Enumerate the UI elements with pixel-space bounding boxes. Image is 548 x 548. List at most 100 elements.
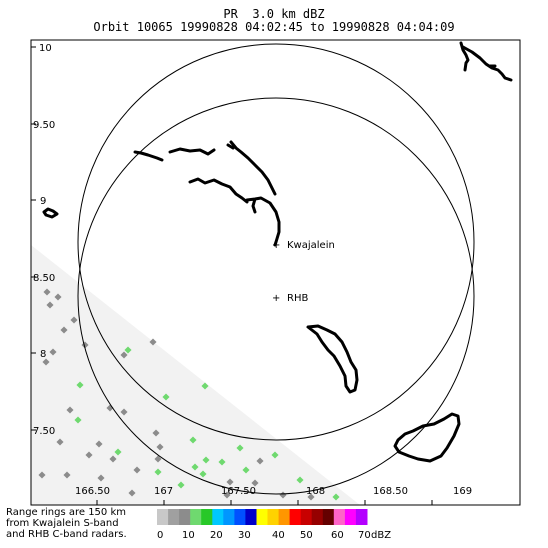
colorbar-swatch (190, 509, 202, 525)
echo-pixel (66, 406, 74, 414)
lon-label-169: 169 (453, 486, 472, 497)
lon-label-166-50: 166.50 (75, 486, 110, 497)
echo-pixel (189, 436, 197, 444)
colorbar-swatch (168, 509, 180, 525)
colorbar-swatch (300, 509, 313, 525)
echo-pixel (201, 382, 209, 390)
echo-pixel (199, 470, 207, 478)
dbz-colorbar (157, 509, 368, 525)
range-ring-rhb (77, 97, 475, 495)
range-ring-kwajalein (77, 43, 475, 441)
colorbar-swatch (179, 509, 191, 525)
colorbar-swatch (289, 509, 302, 525)
echo-pixel (49, 348, 57, 356)
echo-pixel (242, 466, 250, 474)
plot-frame (30, 39, 521, 506)
lat-label-9-50: 9.50 (33, 120, 55, 131)
echo-pixel (43, 288, 51, 296)
atoll-southeast (393, 412, 461, 463)
colorbar-swatch (234, 509, 246, 525)
colorbar-label-30: 30 (238, 530, 251, 541)
echo-pixel (128, 489, 136, 497)
range-note-line-2: from Kwajalein S-band (6, 518, 119, 529)
echo-pixel (85, 451, 93, 459)
title-orbit: Orbit 10065 19990828 04:02:45 to 1999082… (93, 20, 455, 34)
lon-label-168: 168 (306, 486, 325, 497)
colorbar-label-10: 10 (182, 530, 195, 541)
site-marker-kwajalein: + (272, 240, 280, 251)
echo-pixel (60, 326, 68, 334)
lat-label-8-50: 8.50 (33, 273, 55, 284)
echo-pixel (162, 393, 170, 401)
colorbar-swatch (223, 509, 235, 525)
echo-pixel (332, 493, 340, 501)
atoll-kwajalein-east (133, 140, 281, 247)
echo-pixel (38, 471, 46, 479)
site-label-kwajalein: Kwajalein (287, 240, 335, 251)
echo-pixel (152, 429, 160, 437)
echo-pixel (70, 316, 78, 324)
echo-pixel (256, 457, 264, 465)
colorbar-swatch (355, 509, 368, 525)
atoll-rhb-east (306, 324, 359, 394)
site-label-rhb: RHB (287, 293, 308, 304)
echo-pixel (154, 468, 162, 476)
echo-pixel (296, 476, 304, 484)
colorbar-label-0: 0 (157, 530, 163, 541)
lat-label-9: 9 (40, 196, 46, 207)
echo-pixel (279, 491, 287, 499)
lat-label-7-50: 7.50 (33, 426, 55, 437)
colorbar-swatch (333, 509, 346, 525)
echo-pixel (177, 481, 185, 489)
colorbar-swatch (278, 509, 291, 525)
atoll-north (459, 41, 513, 82)
coastlines (42, 41, 513, 463)
title-product: PR 3.0 km dBZ (223, 7, 325, 21)
colorbar-swatch (322, 509, 335, 525)
echo-pixel (54, 293, 62, 301)
lat-label-8: 8 (40, 349, 46, 360)
echo-pixel (202, 456, 210, 464)
colorbar-swatch (344, 509, 357, 525)
echo-pixel (156, 443, 164, 451)
echo-pixel (109, 455, 117, 463)
echo-pixel (251, 479, 259, 487)
echo-pixel (76, 381, 84, 389)
range-note-line-3: and RHB C-band radars. (6, 529, 127, 540)
echo-pixel (124, 346, 132, 354)
axis-ticks (31, 46, 433, 505)
lon-label-167-50: 167.50 (221, 486, 256, 497)
echo-pixel (154, 455, 162, 463)
lon-label-168-50: 168.50 (373, 486, 408, 497)
echo-pixel (223, 491, 231, 499)
echo-pixel (42, 358, 50, 366)
colorbar-label-70: 70 (358, 530, 371, 541)
echo-pixel (133, 466, 141, 474)
echo-pixel (95, 440, 103, 448)
colorbar-swatch (267, 509, 280, 525)
atoll-west-small (42, 207, 59, 219)
colorbar-swatch (245, 509, 257, 525)
colorbar-swatch (201, 509, 213, 525)
echo-pixel (46, 301, 54, 309)
echo-pixel (226, 478, 234, 486)
colorbar-swatch (157, 509, 169, 525)
site-marker-rhb: + (272, 293, 280, 304)
colorbar-swatch (256, 509, 269, 525)
colorbar-label-50: 50 (300, 530, 313, 541)
echo-pixel (114, 448, 122, 456)
echo-pixel (120, 408, 128, 416)
echo-pixel (218, 458, 226, 466)
echo-pixel (56, 438, 64, 446)
lat-label-10: 10 (39, 43, 52, 54)
colorbar-swatch (311, 509, 324, 525)
echo-pixel (149, 338, 157, 346)
dbz-colorbar-labels: 0 10 20 30 40 50 60 70 dBZ (157, 530, 391, 541)
echo-pixel (236, 444, 244, 452)
colorbar-unit: dBZ (371, 530, 391, 541)
echo-pixel (191, 463, 199, 471)
lon-label-167: 167 (154, 486, 173, 497)
echo-pixel (307, 493, 315, 501)
echo-pixel (120, 351, 128, 359)
